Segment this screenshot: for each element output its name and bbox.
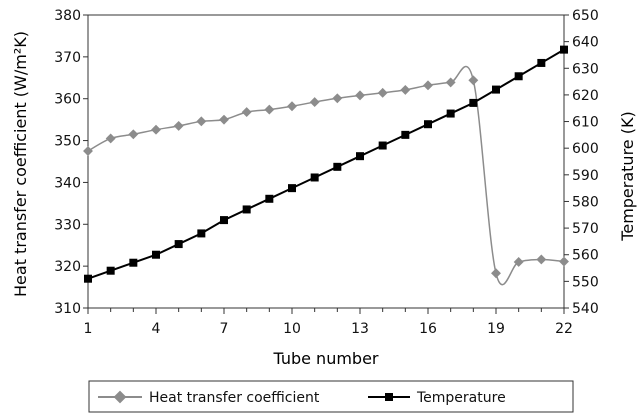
- temperature-point: [310, 173, 319, 182]
- heat-transfer-coefficient-point: [241, 107, 252, 118]
- temperature-point: [492, 85, 500, 94]
- heat-transfer-coefficient-point: [377, 87, 388, 98]
- heat-transfer-coefficient-point: [332, 93, 343, 104]
- x-tick-label: 7: [220, 321, 229, 337]
- right-tick-label: 650: [572, 8, 599, 24]
- right-tick-label: 600: [572, 141, 599, 157]
- right-tick-label: 570: [572, 221, 599, 237]
- heat-transfer-coefficient-point: [105, 133, 116, 144]
- plot-area: [87, 14, 565, 309]
- heat-transfer-coefficient-point: [151, 124, 161, 135]
- legend: Heat transfer coefficient Temperature: [88, 380, 574, 413]
- temperature-point: [174, 240, 183, 249]
- left-tick-label: 370: [54, 50, 81, 66]
- right-tick-label: 620: [572, 88, 599, 104]
- legend-label-temp: Temperature: [416, 390, 506, 406]
- right-tick-label: 580: [572, 194, 599, 210]
- x-tick-label: 16: [419, 321, 437, 337]
- x-tick-label: 10: [283, 321, 301, 337]
- x-tick-label: 22: [555, 321, 573, 337]
- right-tick-label: 630: [572, 61, 599, 77]
- x-axis-ticks: 1 4 7 10 13 16 19 22: [84, 308, 573, 337]
- heat-transfer-coefficient-point: [400, 84, 411, 95]
- left-axis-label: Heat transfer coefficient (W/m²K): [11, 31, 30, 297]
- left-axis-ticks: 310 320 330 340 350 360 370 380: [54, 8, 88, 317]
- temperature-point: [220, 216, 228, 225]
- right-axis-label: Temperature (K): [618, 111, 637, 241]
- heat-transfer-coefficient-point: [513, 257, 524, 267]
- left-tick-label: 380: [54, 8, 81, 24]
- heat-transfer-coefficient-point: [559, 256, 569, 267]
- heat-transfer-coefficient-point: [491, 268, 501, 279]
- heat-transfer-coefficient-point: [287, 101, 297, 112]
- left-tick-label: 310: [54, 301, 81, 317]
- heat-transfer-coefficient-point: [196, 116, 207, 127]
- legend-marker-temp: [385, 393, 393, 401]
- temperature-point: [514, 72, 523, 81]
- temperature-point: [469, 98, 478, 107]
- x-axis-label: Tube number: [272, 349, 378, 368]
- left-tick-label: 330: [54, 217, 81, 233]
- legend-label-htc: Heat transfer coefficient: [149, 390, 320, 406]
- x-tick-label: 19: [487, 321, 505, 337]
- temperature-point: [106, 266, 115, 275]
- heat-transfer-coefficient-point: [468, 75, 479, 86]
- heat-transfer-coefficient-point: [536, 254, 547, 265]
- heat-transfer-coefficient-point: [219, 114, 229, 125]
- series-layer: [83, 45, 569, 286]
- right-tick-label: 610: [572, 115, 599, 131]
- left-tick-label: 350: [54, 134, 81, 150]
- heat-transfer-coefficient-point: [264, 104, 275, 115]
- x-tick-label: 4: [152, 321, 161, 337]
- right-tick-label: 540: [572, 301, 599, 317]
- left-tick-label: 360: [54, 92, 81, 108]
- temperature-point: [356, 152, 364, 161]
- heat-transfer-coefficient-point: [355, 90, 365, 101]
- temperature-point: [197, 229, 206, 238]
- right-axis-ticks: 540 550 560 570 580 590 600 610 620 630 640 650: [564, 8, 599, 317]
- heat-transfer-coefficient-point: [309, 97, 320, 108]
- temperature-point: [84, 274, 92, 283]
- temperature-point: [265, 194, 274, 203]
- temperature-point: [129, 258, 138, 267]
- x-tick-label: 13: [351, 321, 369, 337]
- right-tick-label: 590: [572, 168, 599, 184]
- temperature-point: [333, 162, 342, 171]
- heat-transfer-coefficient-point: [423, 80, 433, 91]
- temperature-point: [242, 205, 251, 214]
- temperature-point: [424, 120, 432, 129]
- heat-transfer-coefficient-point: [128, 129, 139, 140]
- temperature-point: [446, 109, 455, 118]
- temperature-point: [152, 250, 160, 259]
- left-tick-label: 340: [54, 175, 81, 191]
- right-tick-label: 560: [572, 248, 599, 264]
- right-tick-label: 550: [572, 274, 599, 290]
- heat-transfer-coefficient-point: [173, 120, 184, 131]
- temperature-point: [288, 184, 296, 193]
- left-tick-label: 320: [54, 259, 81, 275]
- heat-transfer-coefficient-point: [83, 146, 93, 156]
- legend-box: [88, 380, 574, 413]
- x-tick-label: 1: [84, 321, 93, 337]
- temperature-point: [560, 45, 568, 54]
- right-tick-label: 640: [572, 35, 599, 51]
- temperature-point: [537, 58, 546, 67]
- temperature-point: [378, 141, 387, 150]
- temperature-point: [401, 130, 410, 139]
- temperature-line: [87, 48, 565, 280]
- legend-marker-htc: [113, 390, 127, 404]
